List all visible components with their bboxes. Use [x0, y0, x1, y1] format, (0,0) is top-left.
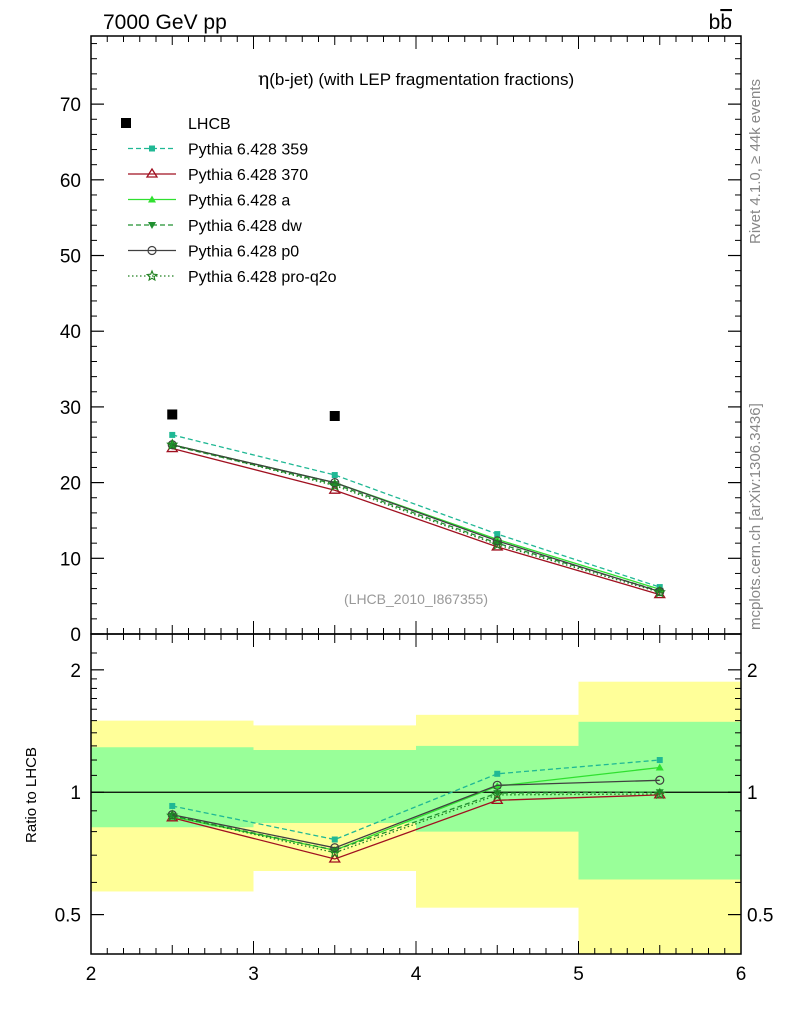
- legend-marker: [148, 222, 156, 229]
- ratio-series-point: [493, 790, 502, 798]
- ratio-series-point: [330, 843, 340, 853]
- ratio-series-line: [172, 759, 660, 841]
- ratio-series-point: [491, 788, 504, 801]
- ratio-series-line: [172, 794, 660, 860]
- y-tick-label: 30: [60, 398, 81, 419]
- legend-marker: [145, 167, 159, 178]
- series-point: [169, 431, 176, 438]
- ratio-y-tick-label: 2: [70, 661, 81, 682]
- y-tick-label: 60: [60, 171, 81, 192]
- series-point: [494, 531, 501, 538]
- ratio-ylabel: Ratio to LHCB: [23, 747, 40, 843]
- legend-marker-lhcb: [121, 118, 131, 128]
- svg-text:η(b-jet) (with LEP fragmentati: η(b-jet) (with LEP fragmentation fractio…: [258, 68, 574, 90]
- header-process-label: bb: [709, 11, 732, 34]
- ratio-axes: 0.5 0.5 1 1 2 2 2 3 4 5 6: [55, 633, 773, 985]
- ratio-series-line: [172, 791, 660, 851]
- x-tick-label: 6: [736, 964, 747, 985]
- ratio-series-point: [656, 757, 663, 764]
- y-tick-label: 50: [60, 247, 81, 268]
- main-panel: [91, 36, 741, 634]
- ratio-series-line: [172, 779, 660, 849]
- main-title: η(b-jet) (with LEP fragmentation fractio…: [258, 68, 574, 90]
- series-point: [653, 586, 666, 598]
- x-tick-label: 4: [411, 964, 422, 985]
- x-tick-label: 3: [248, 964, 259, 985]
- ratio-series-point: [331, 836, 338, 843]
- legend-label: Pythia 6.428 370: [188, 167, 308, 184]
- series-line: [172, 447, 660, 596]
- ratio-band-green: [578, 721, 741, 880]
- lhcb-data-point: [167, 409, 178, 420]
- y-tick-label: 70: [60, 95, 81, 116]
- header-energy-label: 7000 GeV pp: [103, 11, 227, 34]
- ratio-band-green: [253, 750, 416, 824]
- ratio-series-point: [328, 852, 341, 863]
- x-tick-label: 5: [573, 964, 584, 985]
- main-panel-background: [91, 36, 741, 634]
- y-tick-label: 40: [60, 322, 81, 343]
- legend-marker: [148, 195, 156, 203]
- series-line: [172, 434, 661, 588]
- title-eta-symbol: η: [258, 68, 269, 90]
- legend-label: Pythia 6.428 a: [188, 193, 290, 210]
- ratio-series-1: [169, 757, 663, 843]
- ratio-series-point: [655, 775, 665, 785]
- legend-marker: [145, 269, 159, 282]
- lhcb-data-point: [329, 410, 340, 421]
- ratio-series-point: [330, 847, 339, 855]
- ratio-y-tick-label: 1: [70, 783, 81, 804]
- ratio-y-tick-label: 0.5: [55, 906, 81, 927]
- title-text: (b-jet) (with LEP fragmentation fraction…: [269, 70, 574, 89]
- ratio-bands: [91, 681, 741, 954]
- y-tick-label: 20: [60, 474, 81, 495]
- ratio-series-point: [169, 802, 176, 809]
- legend-label-lhcb: LHCB: [188, 116, 231, 133]
- series-point: [331, 472, 338, 479]
- ratio-series-6: [166, 787, 666, 858]
- legend-marker: [149, 145, 155, 152]
- series-line: [172, 444, 660, 594]
- ratio-series-point: [166, 809, 179, 821]
- series-point: [330, 478, 340, 488]
- series-point: [166, 438, 179, 450]
- ratio-series-point: [328, 846, 341, 858]
- x-tick-label: 2: [86, 964, 97, 985]
- main-series-layer: [166, 431, 666, 599]
- ratio-y-tick-label-right: 2: [747, 661, 758, 682]
- ratio-series-point: [655, 763, 664, 771]
- legend-label: Pythia 6.428 359: [188, 142, 308, 159]
- header-process-base: b: [709, 11, 721, 34]
- main-data-layer: [167, 409, 340, 421]
- ratio-series-point: [494, 770, 501, 777]
- ratio-series-layer: [166, 757, 666, 863]
- series-line: [172, 444, 660, 592]
- legend-label: Pythia 6.428 pro-q2o: [188, 269, 337, 286]
- analysis-watermark: (LHCB_2010_I867355): [344, 591, 488, 607]
- ratio-series-point: [491, 794, 504, 804]
- legend-marker: [147, 245, 157, 256]
- y-tick-label: 10: [60, 549, 81, 570]
- header-process-bar: b: [720, 11, 732, 34]
- legend-label: Pythia 6.428 p0: [188, 244, 299, 261]
- ratio-series-point: [655, 789, 664, 797]
- ratio-y-tick-label-right: 0.5: [747, 906, 773, 927]
- mcplots-label: mcplots.cern.ch [arXiv:1306.3436]: [747, 403, 764, 630]
- series-point: [328, 479, 341, 491]
- legend-label: Pythia 6.428 dw: [188, 218, 302, 235]
- ratio-series-point: [653, 787, 666, 800]
- rivet-version-label: Rivet 4.1.0, ≥ 44k events: [747, 79, 764, 244]
- y-tick-label: 0: [70, 625, 81, 646]
- series-point: [491, 538, 504, 550]
- ratio-series-line: [172, 793, 660, 854]
- series-6: [166, 438, 666, 598]
- series-point: [168, 442, 177, 450]
- ratio-y-tick-label-right: 1: [747, 783, 758, 804]
- series-line: [172, 444, 660, 593]
- legend: LHCB Pythia 6.428 359 Pythia 6.428 370 Pyth…: [121, 116, 337, 286]
